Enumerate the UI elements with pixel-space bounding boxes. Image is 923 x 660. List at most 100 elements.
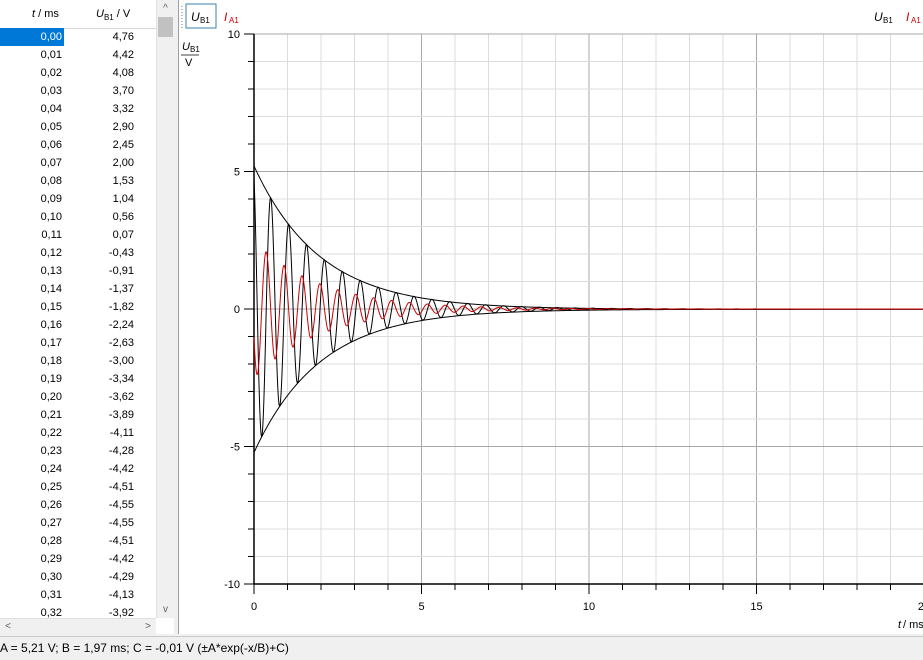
cell-voltage[interactable]: 3,70 bbox=[112, 85, 134, 97]
cell-time[interactable]: 0,28 bbox=[40, 535, 62, 547]
table-row[interactable]: 0,12 -0,43 bbox=[0, 244, 156, 262]
cell-time[interactable]: 0,31 bbox=[40, 589, 62, 601]
cell-time[interactable]: 0,21 bbox=[40, 409, 62, 421]
table-row[interactable]: 0,07 2,00 bbox=[0, 154, 156, 172]
table-row[interactable]: 0,24 -4,42 bbox=[0, 460, 156, 478]
cell-time[interactable]: 0,22 bbox=[40, 427, 62, 439]
table-row[interactable]: 0,01 4,42 bbox=[0, 46, 156, 64]
cell-time[interactable]: 0,06 bbox=[40, 139, 62, 151]
cell-time[interactable]: 0,10 bbox=[40, 211, 62, 223]
cell-time[interactable]: 0,03 bbox=[40, 85, 62, 97]
table-row[interactable]: 0,31 -4,13 bbox=[0, 586, 156, 604]
cell-time[interactable]: 0,24 bbox=[40, 463, 62, 475]
cell-time[interactable]: 0,18 bbox=[40, 355, 62, 367]
cell-voltage[interactable]: -4,29 bbox=[108, 571, 134, 583]
cell-voltage[interactable]: -4,42 bbox=[108, 463, 134, 475]
column-header-t[interactable]: t / ms bbox=[32, 8, 59, 20]
cell-time[interactable]: 0,07 bbox=[40, 157, 62, 169]
table-row[interactable]: 0,18 -3,00 bbox=[0, 352, 156, 370]
cell-time[interactable]: 0,32 bbox=[40, 607, 62, 619]
cell-time[interactable]: 0,11 bbox=[41, 229, 62, 241]
cell-voltage[interactable]: -4,11 bbox=[109, 427, 134, 439]
table-row[interactable]: 0,30 -4,29 bbox=[0, 568, 156, 586]
cell-voltage[interactable]: 0,56 bbox=[112, 211, 134, 223]
cell-voltage[interactable]: 2,00 bbox=[112, 157, 134, 169]
cell-time[interactable]: 0,13 bbox=[40, 265, 62, 277]
table-row[interactable]: 0,04 3,32 bbox=[0, 100, 156, 118]
vertical-scrollbar[interactable]: ^ v bbox=[156, 0, 174, 618]
scroll-up-icon[interactable]: ^ bbox=[163, 3, 168, 14]
cell-voltage[interactable]: -4,13 bbox=[108, 589, 134, 601]
cell-voltage[interactable]: 4,42 bbox=[112, 49, 134, 61]
table-row[interactable]: 0,05 2,90 bbox=[0, 118, 156, 136]
table-row[interactable]: 0,19 -3,34 bbox=[0, 370, 156, 388]
column-header-u[interactable]: UB1 / V bbox=[96, 8, 131, 23]
scroll-thumb[interactable] bbox=[158, 17, 173, 37]
cell-time[interactable]: 0,17 bbox=[40, 337, 62, 349]
table-row[interactable]: 0,26 -4,55 bbox=[0, 496, 156, 514]
table-row[interactable]: 0,10 0,56 bbox=[0, 208, 156, 226]
cell-voltage[interactable]: -4,51 bbox=[108, 535, 134, 547]
table-row[interactable]: 0,21 -3,89 bbox=[0, 406, 156, 424]
table-row[interactable]: 0,15 -1,82 bbox=[0, 298, 156, 316]
table-row[interactable]: 0,32 -3,92 bbox=[0, 604, 156, 622]
table-row[interactable]: 0,06 2,45 bbox=[0, 136, 156, 154]
cell-voltage[interactable]: 0,07 bbox=[112, 229, 134, 241]
cell-time[interactable]: 0,14 bbox=[40, 283, 62, 295]
cell-voltage[interactable]: 1,04 bbox=[112, 193, 134, 205]
cell-voltage[interactable]: -3,34 bbox=[108, 373, 134, 385]
table-row[interactable]: 0,20 -3,62 bbox=[0, 388, 156, 406]
table-row[interactable]: 0,17 -2,63 bbox=[0, 334, 156, 352]
cell-time[interactable]: 0,30 bbox=[40, 571, 62, 583]
cell-voltage[interactable]: -1,82 bbox=[108, 301, 134, 313]
cell-voltage[interactable]: 1,53 bbox=[112, 175, 134, 187]
cell-voltage[interactable]: -4,28 bbox=[108, 445, 134, 457]
cell-voltage[interactable]: -2,24 bbox=[108, 319, 134, 331]
table-row[interactable]: 0,03 3,70 bbox=[0, 82, 156, 100]
cell-time[interactable]: 0,26 bbox=[40, 499, 62, 511]
cell-time[interactable]: 0,20 bbox=[40, 391, 62, 403]
cell-voltage[interactable]: -2,63 bbox=[108, 337, 134, 349]
cell-time[interactable]: 0,04 bbox=[40, 103, 62, 115]
table-row[interactable]: 0,29 -4,42 bbox=[0, 550, 156, 568]
cell-time[interactable]: 0,29 bbox=[40, 553, 62, 565]
cell-time[interactable]: 0,23 bbox=[40, 445, 62, 457]
chart[interactable]: U B1 I A1 U B1 I A1 U B1 V 0 5 10 15 20 -10 -5… bbox=[179, 0, 923, 634]
cell-voltage[interactable]: -4,51 bbox=[108, 481, 134, 493]
table-row[interactable]: 0,23 -4,28 bbox=[0, 442, 156, 460]
table-row[interactable]: 0,02 4,08 bbox=[0, 64, 156, 82]
scroll-left-icon[interactable]: < bbox=[5, 621, 11, 632]
horizontal-scrollbar[interactable]: < > bbox=[0, 618, 156, 634]
scroll-down-icon[interactable]: v bbox=[163, 604, 168, 615]
cell-time[interactable]: 0,16 bbox=[40, 319, 62, 331]
cell-time[interactable]: 0,15 bbox=[40, 301, 62, 313]
cell-time[interactable]: 0,19 bbox=[40, 373, 62, 385]
cell-time[interactable]: 0,25 bbox=[40, 481, 62, 493]
table-row[interactable]: 0,09 1,04 bbox=[0, 190, 156, 208]
cell-time[interactable]: 0,01 bbox=[40, 49, 62, 61]
cell-voltage[interactable]: -3,00 bbox=[108, 355, 134, 367]
cell-voltage[interactable]: -3,92 bbox=[108, 607, 134, 619]
cell-voltage[interactable]: -1,37 bbox=[108, 283, 134, 295]
cell-voltage[interactable]: 4,76 bbox=[112, 31, 134, 43]
table-row[interactable]: 0,22 -4,11 bbox=[0, 424, 156, 442]
cell-voltage[interactable]: -0,91 bbox=[108, 265, 134, 277]
cell-voltage[interactable]: -4,55 bbox=[108, 517, 134, 529]
cell-voltage[interactable]: 2,90 bbox=[112, 121, 134, 133]
cell-voltage[interactable]: 2,45 bbox=[112, 139, 134, 151]
cell-voltage[interactable]: -3,89 bbox=[108, 409, 134, 421]
table-row[interactable]: 0,14 -1,37 bbox=[0, 280, 156, 298]
cell-time[interactable]: 0,00 bbox=[0, 28, 64, 46]
table-row[interactable]: 0,08 1,53 bbox=[0, 172, 156, 190]
cell-voltage[interactable]: -4,42 bbox=[108, 553, 134, 565]
cell-voltage[interactable]: 4,08 bbox=[112, 67, 134, 79]
table-row[interactable]: 0,13 -0,91 bbox=[0, 262, 156, 280]
table-row[interactable]: 0,00 4,76 bbox=[0, 28, 156, 46]
cell-time[interactable]: 0,27 bbox=[40, 517, 62, 529]
cell-voltage[interactable]: -4,55 bbox=[108, 499, 134, 511]
table-row[interactable]: 0,25 -4,51 bbox=[0, 478, 156, 496]
cell-voltage[interactable]: -3,62 bbox=[108, 391, 134, 403]
cell-time[interactable]: 0,12 bbox=[40, 247, 62, 259]
table-row[interactable]: 0,27 -4,55 bbox=[0, 514, 156, 532]
cell-time[interactable]: 0,02 bbox=[40, 67, 62, 79]
